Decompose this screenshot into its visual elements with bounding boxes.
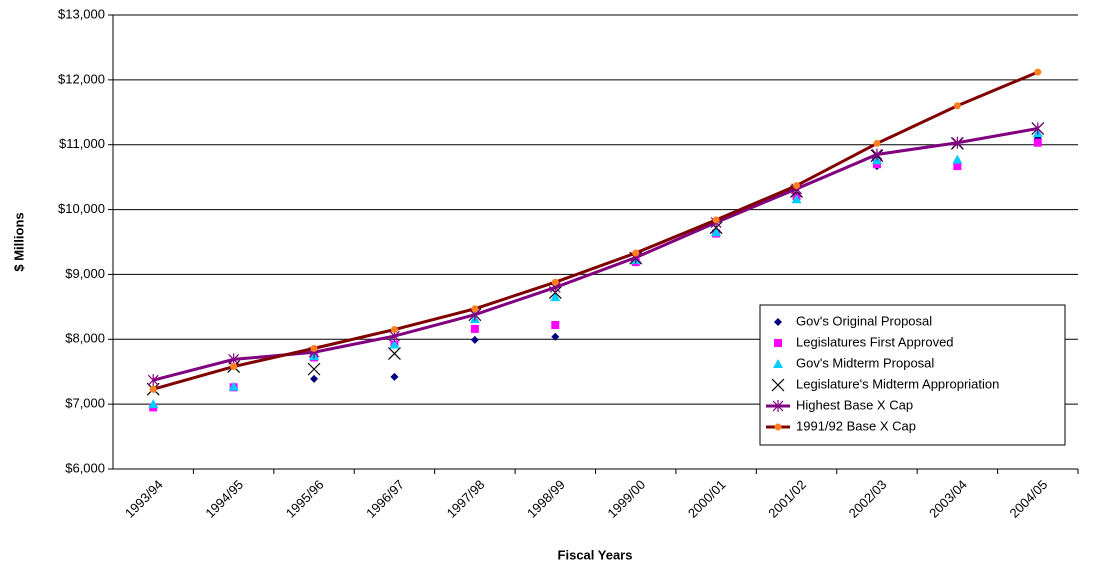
marker (1033, 138, 1042, 147)
marker (551, 332, 560, 341)
marker (551, 321, 560, 330)
x-tick-label: 2002/03 (846, 477, 890, 521)
marker (470, 324, 479, 333)
marker (871, 148, 883, 161)
legend-marker (772, 400, 784, 412)
marker (1034, 68, 1042, 76)
legend-marker (771, 378, 785, 392)
y-axis-title: $ Millions (11, 212, 26, 271)
legend-label: Gov's Midterm Proposal (796, 355, 934, 370)
marker (632, 249, 640, 257)
y-tick-label: $11,000 (59, 136, 105, 151)
legend-marker (774, 423, 782, 431)
x-tick-label: 2004/05 (1007, 477, 1051, 521)
marker (873, 139, 881, 147)
x-tick-label: 2000/01 (685, 477, 729, 521)
marker (390, 372, 399, 381)
legend-label: 1991/92 Base X Cap (796, 418, 916, 433)
legend-label: Gov's Original Proposal (796, 313, 932, 328)
marker (550, 292, 561, 302)
marker (470, 335, 479, 344)
marker (952, 154, 963, 164)
y-tick-label: $6,000 (65, 460, 105, 475)
x-axis-title: Fiscal Years (558, 547, 633, 562)
x-tick-label: 1995/96 (283, 477, 327, 521)
marker (791, 194, 802, 204)
x-tick-label: 1997/98 (444, 477, 488, 521)
x-tick-label: 1993/94 (122, 477, 166, 521)
legend-marker (773, 359, 783, 368)
marker (793, 182, 801, 190)
x-tick-label: 2003/04 (926, 477, 970, 521)
marker (310, 344, 318, 352)
x-tick-label: 1999/00 (604, 477, 648, 521)
marker (951, 136, 963, 149)
y-tick-label: $9,000 (65, 266, 105, 281)
x-tick-label: 1998/99 (524, 477, 568, 521)
y-tick-label: $7,000 (65, 396, 105, 411)
marker (711, 227, 722, 237)
legend-box (759, 304, 1066, 446)
y-tick-label: $10,000 (58, 201, 105, 216)
x-tick-label: 1994/95 (202, 477, 246, 521)
legend-label: Highest Base X Cap (796, 397, 913, 412)
marker (390, 326, 398, 334)
marker (228, 381, 239, 391)
marker (148, 399, 159, 409)
x-tick-label: 2001/02 (765, 477, 809, 521)
marker (953, 102, 961, 110)
marker (712, 216, 720, 224)
marker (307, 362, 321, 376)
marker (230, 363, 238, 371)
marker (310, 374, 319, 383)
series-line (152, 70, 1039, 391)
marker (147, 374, 159, 387)
marker (149, 385, 157, 393)
legend-label: Legislatures First Approved (796, 334, 954, 349)
legend-marker (774, 339, 782, 347)
marker (551, 278, 559, 286)
series-line (152, 127, 1039, 382)
marker (471, 305, 479, 313)
x-tick-label: 1996/97 (363, 477, 407, 521)
y-tick-label: $8,000 (65, 331, 105, 346)
marker (953, 162, 962, 171)
marker (1032, 122, 1044, 135)
y-tick-label: $12,000 (58, 71, 105, 86)
marker (389, 339, 400, 349)
legend-label: Legislature's Midterm Appropriation (796, 376, 999, 391)
y-tick-label: $13,000 (58, 6, 105, 21)
legend-marker (774, 318, 782, 326)
marker (388, 347, 401, 360)
